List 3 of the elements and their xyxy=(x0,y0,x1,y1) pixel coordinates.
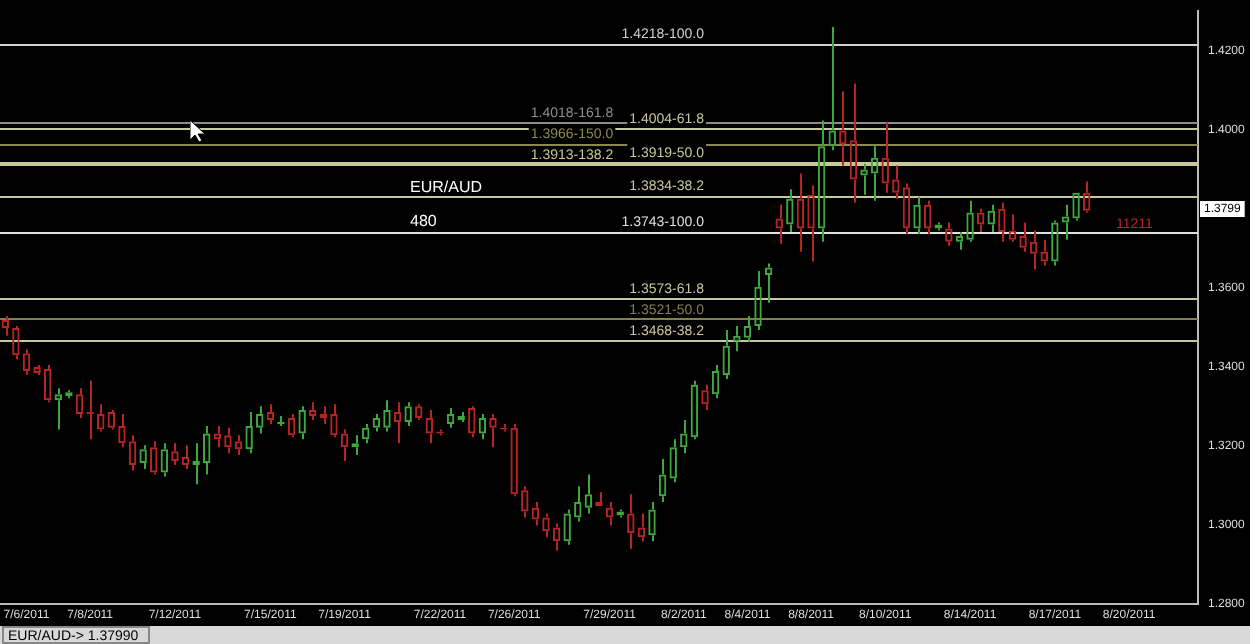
annotation: 480 xyxy=(410,212,438,231)
annotation: EUR/AUD xyxy=(410,178,483,197)
candlestick xyxy=(319,405,328,425)
